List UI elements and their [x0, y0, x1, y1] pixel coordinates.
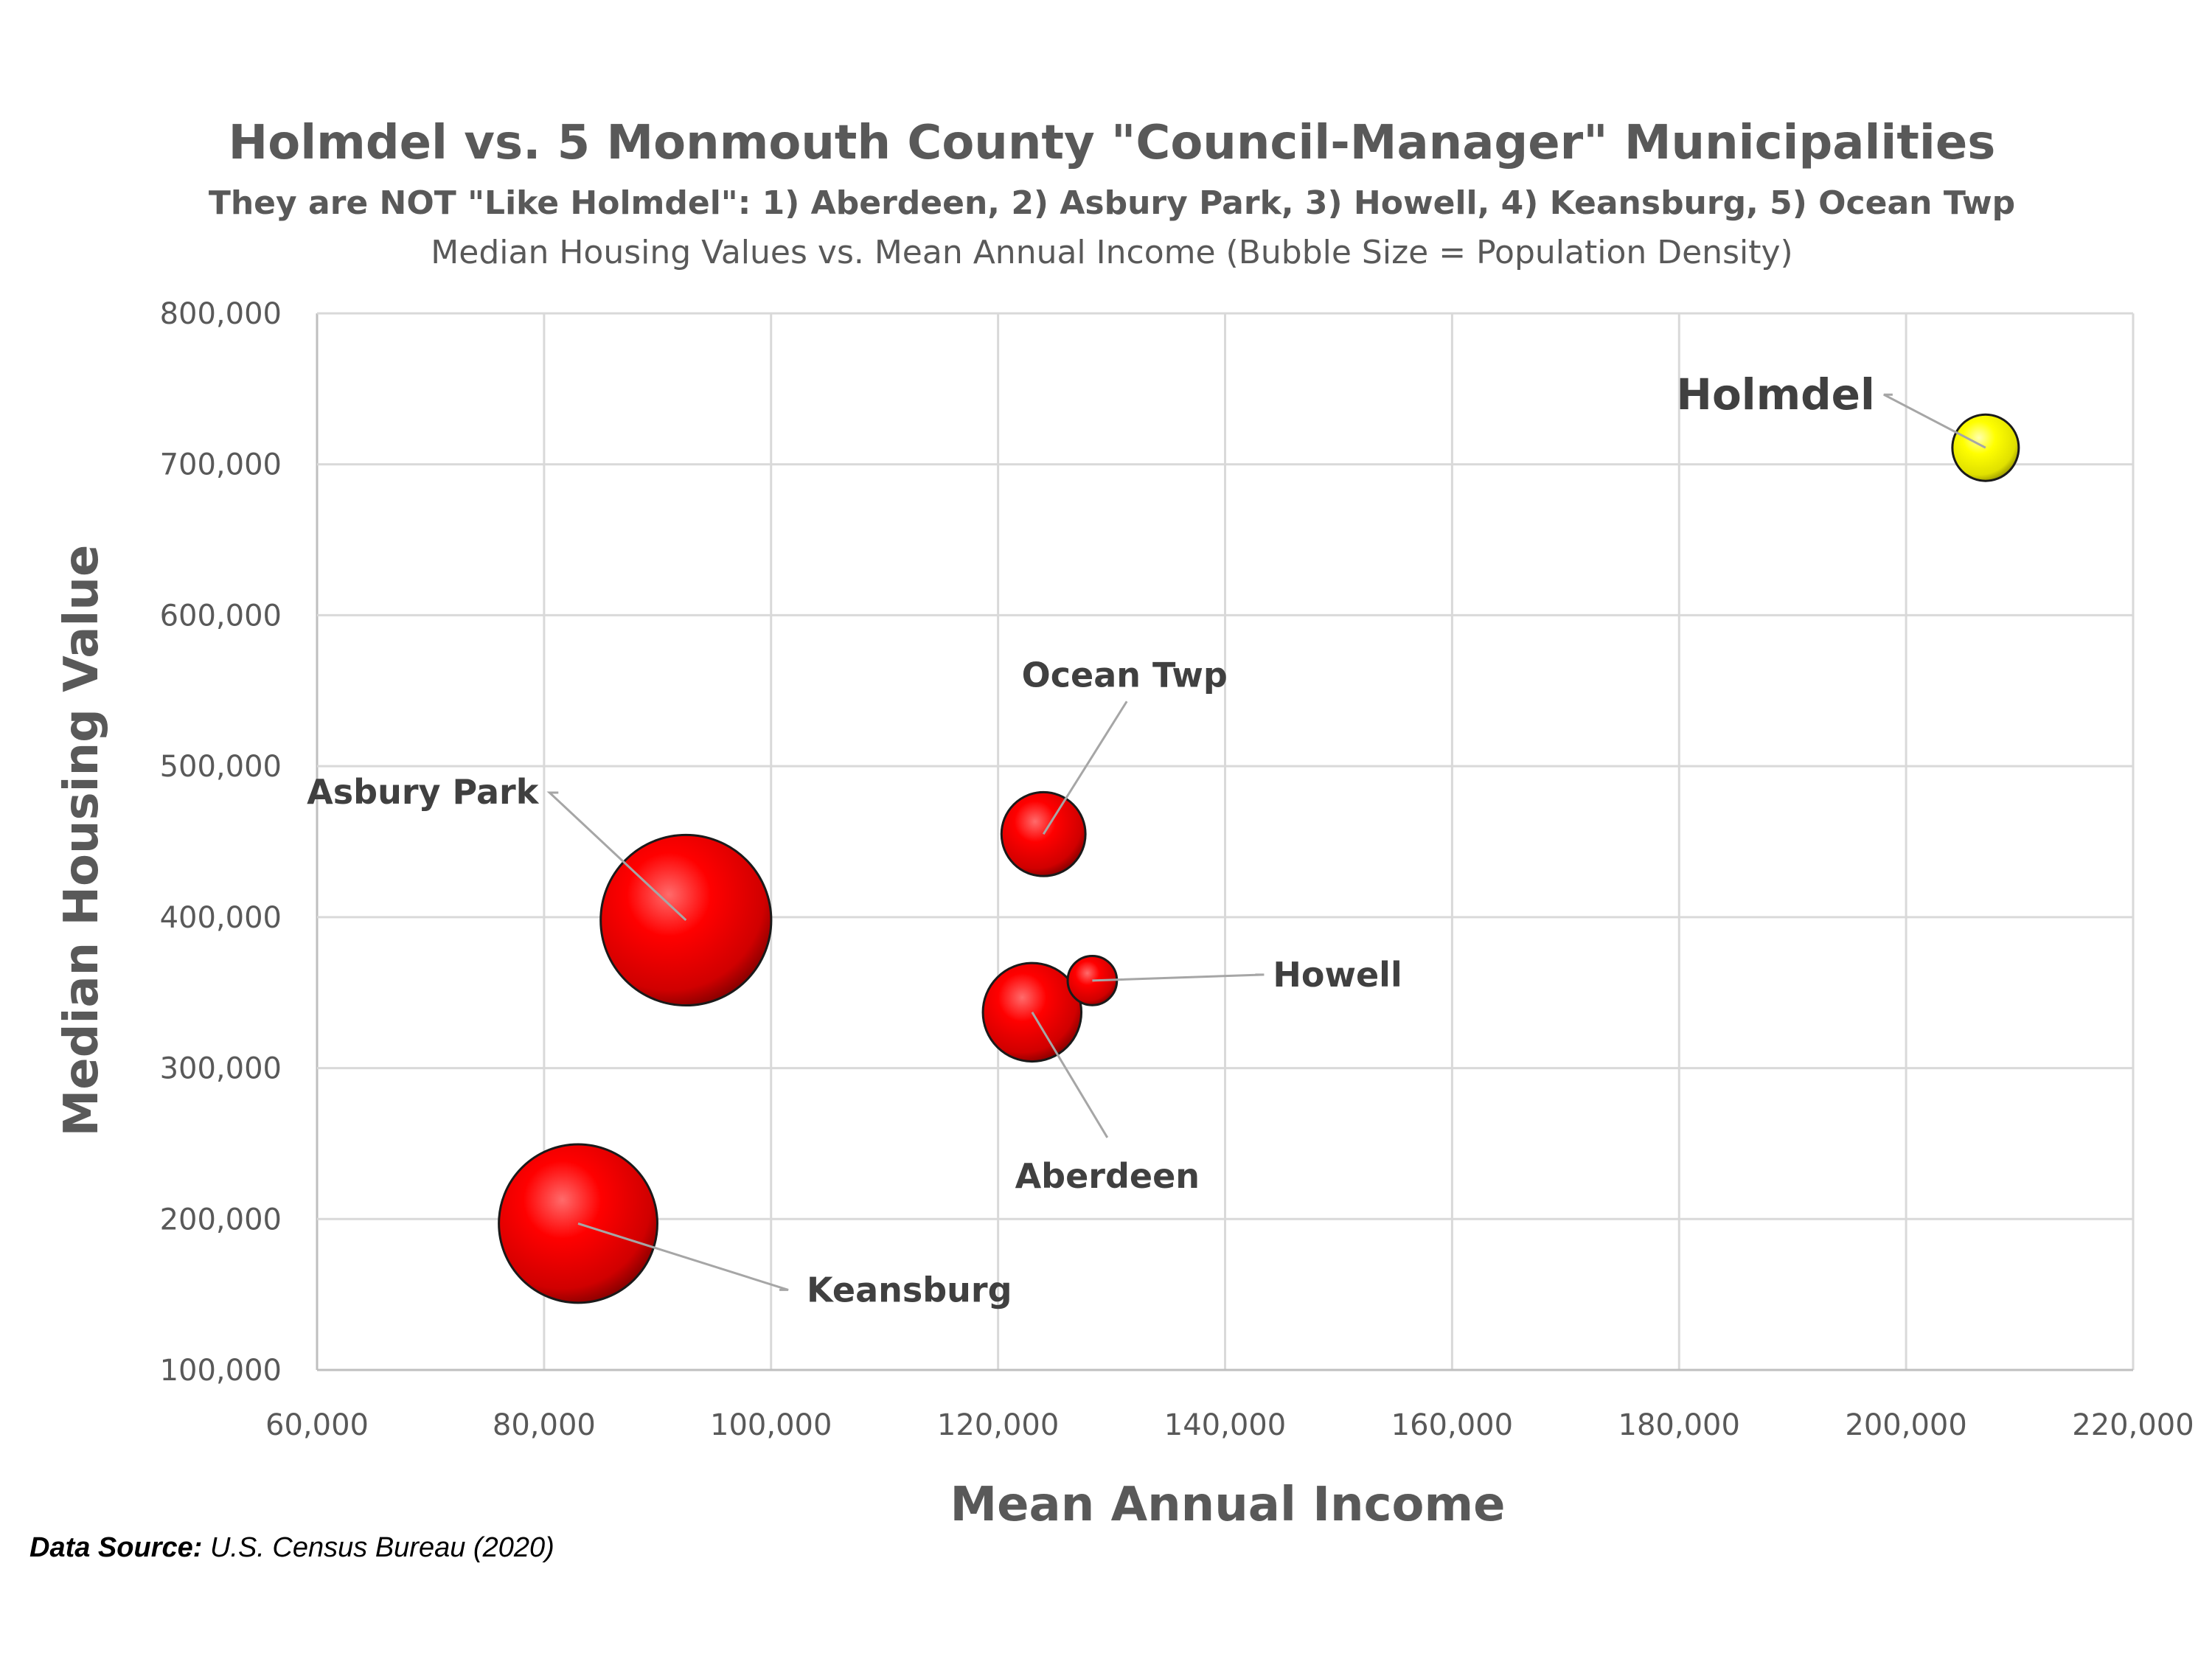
x-tick-label: 60,000 [265, 1408, 369, 1442]
chart-title: Holmdel vs. 5 Monmouth County "Council-M… [229, 116, 1996, 170]
chart-subtitle-secondary: Median Housing Values vs. Mean Annual In… [431, 234, 1792, 271]
bubble-label-aberdeen: Aberdeen [1015, 1156, 1200, 1196]
x-axis-title: Mean Annual Income [950, 1478, 1505, 1532]
bubble-labels: Holmdel Ocean Twp Asbury Park Howell Aberdee… [307, 369, 1875, 1310]
y-tick-label: 700,000 [160, 448, 282, 482]
bubbles [498, 413, 2020, 1304]
leader-line [1883, 393, 1986, 449]
leader-line [577, 1222, 789, 1291]
tick-labels: 60,000 80,000 100,000 120,000 140,000 160,000… [160, 297, 2194, 1442]
leader-lines [546, 393, 1986, 1291]
bubble-label-keansburg: Keansburg [807, 1270, 1012, 1310]
leader-line [1092, 973, 1265, 982]
x-tick-label: 220,000 [2072, 1408, 2194, 1442]
x-tick-label: 140,000 [1164, 1408, 1286, 1442]
x-tick-label: 200,000 [1845, 1408, 1966, 1442]
y-tick-label: 100,000 [160, 1354, 282, 1388]
y-tick-label: 300,000 [160, 1052, 282, 1086]
bubble-label-asbury-park: Asbury Park [307, 772, 540, 812]
y-tick-label: 500,000 [160, 750, 282, 784]
data-source-note: Data Source: U.S. Census Bureau (2020) [29, 1532, 554, 1564]
bubble-label-howell: Howell [1273, 955, 1402, 995]
leader-line [546, 791, 687, 922]
chart-subtitle: They are NOT "Like Holmdel": 1) Aberdeen… [209, 184, 2015, 222]
y-tick-label: 200,000 [160, 1203, 282, 1237]
bubble-label-ocean-twp: Ocean Twp [1022, 655, 1228, 695]
x-tick-label: 180,000 [1618, 1408, 1740, 1442]
y-tick-label: 800,000 [160, 297, 282, 331]
data-source-label: Data Source: [29, 1532, 203, 1563]
y-tick-label: 600,000 [160, 599, 282, 633]
x-tick-label: 160,000 [1391, 1408, 1513, 1442]
y-axis-title: Median Housing Value [55, 545, 109, 1137]
x-tick-label: 100,000 [710, 1408, 832, 1442]
y-tick-label: 400,000 [160, 901, 282, 935]
data-source-text: U.S. Census Bureau (2020) [202, 1532, 554, 1563]
x-tick-label: 80,000 [493, 1408, 596, 1442]
bubble-label-holmdel: Holmdel [1676, 369, 1874, 420]
x-tick-label: 120,000 [937, 1408, 1059, 1442]
leader-line [1042, 700, 1128, 835]
leader-line [1031, 1012, 1109, 1138]
